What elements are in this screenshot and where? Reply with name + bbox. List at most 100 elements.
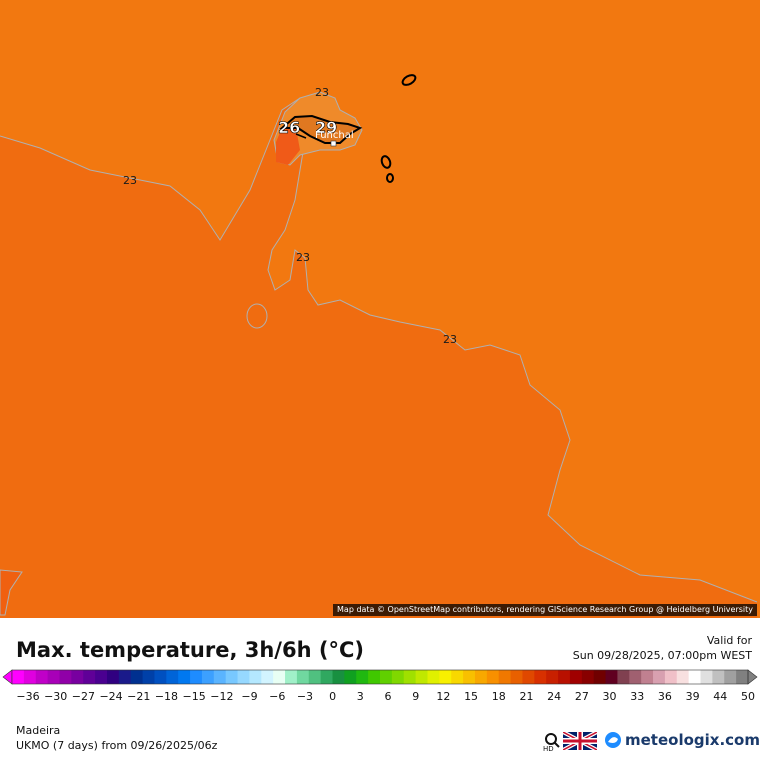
- scale-swatch: [486, 670, 500, 684]
- local-value-label: 29: [315, 118, 337, 137]
- isotherm-label: 23: [443, 333, 457, 346]
- scale-swatch: [617, 670, 630, 684]
- map-region-south: [0, 98, 757, 618]
- isotherm-label: 23: [123, 174, 137, 187]
- scale-swatch: [106, 670, 120, 684]
- scale-swatch: [261, 670, 274, 684]
- scale-tick-label: −30: [44, 690, 67, 703]
- scale-swatch: [498, 670, 512, 684]
- porto-santo-island: [401, 74, 417, 86]
- scale-tick-label: −3: [297, 690, 313, 703]
- valid-for-label: Valid for: [706, 634, 752, 647]
- scale-tick-label: 18: [492, 690, 506, 703]
- island-coast: [295, 133, 307, 139]
- scale-swatch: [380, 670, 393, 684]
- map-attribution: Map data © OpenStreetMap contributors, r…: [333, 604, 757, 616]
- scale-swatch: [35, 670, 49, 684]
- scale-swatch: [308, 670, 322, 684]
- scale-swatch: [285, 670, 298, 684]
- temperature-map[interactable]: 23 23 23 23 26 29 Funchal: [0, 0, 760, 618]
- scale-swatch: [700, 670, 713, 684]
- scale-swatch: [320, 670, 334, 684]
- region-label: Madeira: [16, 724, 61, 737]
- scale-swatch: [676, 670, 690, 684]
- scale-frame: [11, 669, 749, 685]
- scale-swatch: [178, 670, 191, 684]
- scale-swatch: [47, 670, 60, 684]
- scale-swatch: [391, 670, 405, 684]
- scale-swatch: [581, 670, 595, 684]
- scale-swatch: [201, 670, 215, 684]
- scale-swatch: [712, 670, 725, 684]
- isotherm-patch: [0, 569, 23, 616]
- uk-flag-icon[interactable]: [563, 732, 597, 750]
- scale-swatch: [296, 670, 310, 684]
- scale-swatch: [237, 670, 250, 684]
- scale-swatch: [653, 670, 666, 684]
- scale-tick-label: −9: [241, 690, 257, 703]
- scale-swatch: [83, 670, 96, 684]
- valid-time: Sun 09/28/2025, 07:00pm WEST: [572, 649, 752, 662]
- scale-swatch: [664, 670, 678, 684]
- model-label: UKMO (7 days) from 09/26/2025/06z: [16, 739, 218, 752]
- scale-tick-label: 21: [519, 690, 533, 703]
- legend-panel: Max. temperature, 3h/6h (°C) Valid for S…: [0, 618, 760, 760]
- scale-swatch: [118, 670, 132, 684]
- desertas-island-south: [386, 173, 394, 183]
- scale-tick-label: 50: [741, 690, 755, 703]
- scale-swatch: [474, 670, 488, 684]
- scale-tick-label: 6: [385, 690, 392, 703]
- brand-name: meteologix.com: [625, 731, 760, 749]
- scale-swatch: [23, 670, 37, 684]
- scale-tick-label: −27: [72, 690, 95, 703]
- scale-tick-label: 39: [686, 690, 700, 703]
- isotherm-label: 23: [315, 86, 329, 99]
- scale-swatch: [439, 670, 452, 684]
- isotherm-line: [0, 97, 758, 603]
- hd-label[interactable]: HD: [543, 745, 554, 753]
- scale-swatch: [273, 670, 286, 684]
- scale-swatch: [249, 670, 262, 684]
- scale-tick-label: −6: [269, 690, 285, 703]
- scale-swatch: [427, 670, 440, 684]
- scale-swatch: [59, 670, 72, 684]
- scale-swatch: [629, 670, 642, 684]
- scale-swatch: [415, 670, 428, 684]
- desertas-island-north: [380, 155, 392, 169]
- scale-swatch: [356, 670, 369, 684]
- brand[interactable]: meteologix.com: [604, 730, 760, 750]
- scale-tick-label: −24: [99, 690, 122, 703]
- island-outline: [279, 114, 363, 144]
- scale-swatch: [605, 670, 618, 684]
- scale-tick-label: −36: [16, 690, 39, 703]
- scale-swatch: [344, 670, 357, 684]
- scale-swatch: [368, 670, 381, 684]
- scale-swatch: [641, 670, 654, 684]
- scale-swatch: [510, 670, 523, 684]
- scale-swatch: [190, 670, 203, 684]
- city-marker[interactable]: [330, 140, 337, 147]
- color-scale: −36 −30 −27 −24 −21 −18 −15 −12 −9 −6 −3 0 3 6 9 12 15 18…: [0, 668, 760, 708]
- scale-swatch: [71, 670, 84, 684]
- color-scale-bar: −36 −30 −27 −24 −21 −18 −15 −12 −9 −6 −3 0 3 6 9 12 15 18…: [2, 669, 758, 703]
- scale-swatch: [142, 670, 155, 684]
- city-label[interactable]: Funchal: [315, 130, 354, 141]
- scale-tick-label: −12: [210, 690, 233, 703]
- isotherm-label: 23: [296, 251, 310, 264]
- scale-tick-label: 24: [547, 690, 561, 703]
- scale-swatch: [522, 670, 535, 684]
- scale-swatch: [95, 670, 108, 684]
- scale-arrow-right: [747, 669, 758, 685]
- scale-arrow-left: [2, 669, 13, 685]
- scale-tick-label: −18: [155, 690, 178, 703]
- scale-swatch: [736, 670, 749, 684]
- scale-tick-label: 30: [603, 690, 617, 703]
- zoom-icon[interactable]: [543, 731, 561, 753]
- scale-swatch: [130, 670, 144, 684]
- scale-swatch: [688, 670, 702, 684]
- local-value-label: 26: [278, 118, 300, 137]
- scale-swatch: [225, 670, 239, 684]
- scale-swatch: [546, 670, 559, 684]
- scale-tick-label: 0: [329, 690, 336, 703]
- scale-tick-label: 3: [357, 690, 364, 703]
